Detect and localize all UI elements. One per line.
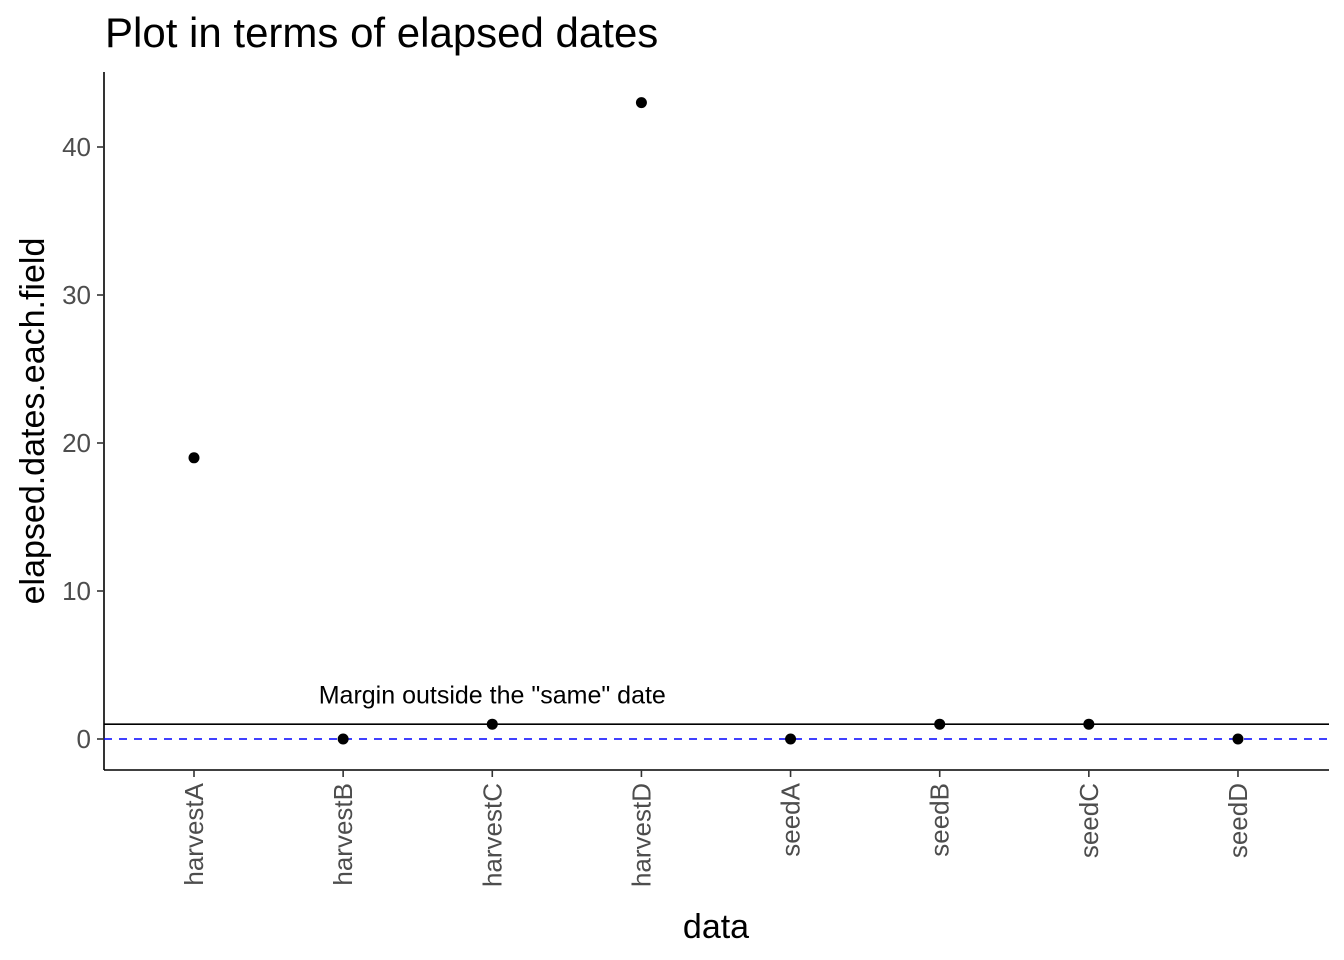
x-tick-label: harvestC [477,783,507,887]
x-tick-label: harvestD [626,783,656,887]
y-tick-label: 20 [62,428,91,458]
x-tick-label: harvestB [328,783,358,886]
x-tick-label: seedA [776,782,806,856]
data-point [934,718,946,730]
y-tick-label: 30 [62,280,91,310]
annotation-label: Margin outside the "same" date [319,682,666,710]
y-axis-title: elapsed.dates.each.field [14,238,52,605]
y-tick-label: 40 [62,132,91,162]
x-tick-label: seedB [925,783,955,857]
data-point [486,718,498,730]
plot-panel: 0 10 20 30 40 harvestA harvestB harvestC harvest… [62,72,1329,887]
data-point [635,97,647,109]
data-point [188,452,200,464]
data-point [1232,733,1244,745]
x-tick-label: harvestA [179,782,209,885]
y-tick-label: 10 [62,576,91,606]
y-tick-label: 0 [77,724,91,754]
x-tick-label: seedC [1074,783,1104,858]
data-point [1083,718,1095,730]
data-point [337,733,349,745]
x-axis-title: data [683,908,749,946]
chart-title: Plot in terms of elapsed dates [105,9,658,56]
data-point [785,733,797,745]
x-tick-label: seedD [1223,783,1253,858]
